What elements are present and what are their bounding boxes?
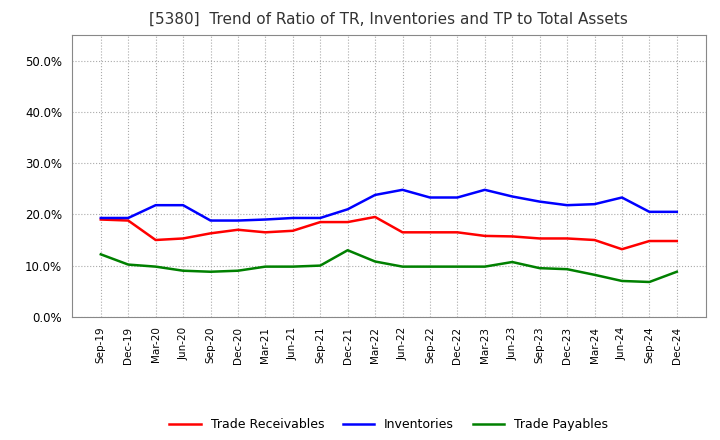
Trade Receivables: [261, 230, 270, 235]
Trade Payables: [426, 264, 434, 269]
Inventories: [480, 187, 489, 192]
Trade Receivables: [426, 230, 434, 235]
Trade Receivables: [453, 230, 462, 235]
Trade Payables: [480, 264, 489, 269]
Trade Payables: [316, 263, 325, 268]
Trade Payables: [343, 248, 352, 253]
Trade Payables: [96, 252, 105, 257]
Trade Payables: [233, 268, 242, 273]
Trade Receivables: [316, 220, 325, 225]
Inventories: [343, 207, 352, 212]
Line: Inventories: Inventories: [101, 190, 677, 220]
Trade Receivables: [536, 236, 544, 241]
Trade Payables: [590, 272, 599, 278]
Trade Receivables: [618, 246, 626, 252]
Inventories: [316, 215, 325, 220]
Trade Payables: [371, 259, 379, 264]
Trade Receivables: [508, 234, 516, 239]
Trade Receivables: [343, 220, 352, 225]
Inventories: [96, 215, 105, 220]
Trade Payables: [261, 264, 270, 269]
Trade Receivables: [398, 230, 407, 235]
Trade Receivables: [672, 238, 681, 244]
Trade Receivables: [233, 227, 242, 232]
Inventories: [508, 194, 516, 199]
Inventories: [261, 217, 270, 222]
Trade Receivables: [645, 238, 654, 244]
Title: [5380]  Trend of Ratio of TR, Inventories and TP to Total Assets: [5380] Trend of Ratio of TR, Inventories…: [149, 12, 629, 27]
Trade Receivables: [124, 218, 132, 223]
Inventories: [563, 202, 572, 208]
Inventories: [151, 202, 160, 208]
Line: Trade Receivables: Trade Receivables: [101, 217, 677, 249]
Inventories: [289, 215, 297, 220]
Trade Payables: [672, 269, 681, 275]
Inventories: [398, 187, 407, 192]
Trade Payables: [289, 264, 297, 269]
Inventories: [179, 202, 187, 208]
Trade Receivables: [371, 214, 379, 220]
Trade Payables: [124, 262, 132, 267]
Inventories: [124, 215, 132, 220]
Inventories: [453, 195, 462, 200]
Trade Payables: [453, 264, 462, 269]
Trade Payables: [536, 265, 544, 271]
Trade Payables: [563, 267, 572, 272]
Inventories: [645, 209, 654, 214]
Trade Receivables: [480, 233, 489, 238]
Inventories: [371, 192, 379, 198]
Legend: Trade Receivables, Inventories, Trade Payables: Trade Receivables, Inventories, Trade Pa…: [164, 413, 613, 436]
Inventories: [618, 195, 626, 200]
Trade Payables: [508, 259, 516, 264]
Trade Payables: [179, 268, 187, 273]
Inventories: [233, 218, 242, 223]
Inventories: [590, 202, 599, 207]
Inventories: [536, 199, 544, 204]
Inventories: [672, 209, 681, 214]
Trade Payables: [618, 279, 626, 284]
Trade Receivables: [151, 237, 160, 242]
Trade Payables: [206, 269, 215, 275]
Trade Payables: [151, 264, 160, 269]
Trade Receivables: [289, 228, 297, 234]
Trade Receivables: [590, 237, 599, 242]
Inventories: [206, 218, 215, 223]
Trade Payables: [645, 279, 654, 285]
Line: Trade Payables: Trade Payables: [101, 250, 677, 282]
Inventories: [426, 195, 434, 200]
Trade Payables: [398, 264, 407, 269]
Trade Receivables: [563, 236, 572, 241]
Trade Receivables: [96, 217, 105, 222]
Trade Receivables: [206, 231, 215, 236]
Trade Receivables: [179, 236, 187, 241]
